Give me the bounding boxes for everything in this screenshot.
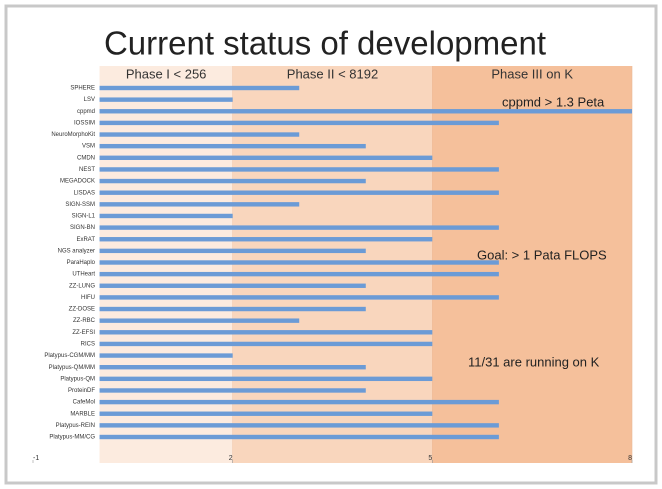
bar — [99, 318, 300, 323]
phase-label: Phase I < 256 — [126, 66, 207, 81]
category-label: MARBLE — [70, 411, 95, 417]
annotation: 11/31 are running on K — [468, 354, 600, 369]
category-label: UTHeart — [72, 272, 95, 278]
slide-title: Current status of development — [104, 25, 546, 62]
category-label: CafeMol — [73, 400, 95, 406]
bar — [99, 388, 366, 393]
category-label: Platypus-REIN — [56, 423, 95, 429]
category-label: ZZ-LUNG — [69, 283, 95, 289]
category-label: SIGN-BN — [70, 225, 95, 231]
category-label: HIFU — [81, 295, 95, 301]
category-label: ZZ-RBC — [73, 318, 96, 324]
category-label: SIGN-L1 — [72, 214, 96, 220]
category-label: CMDN — [77, 155, 95, 161]
bar — [99, 260, 499, 265]
bar — [99, 97, 233, 102]
bar — [99, 283, 366, 288]
category-label: RICS — [81, 342, 95, 348]
category-label: Platypus-MM/CG — [49, 435, 95, 441]
bar — [99, 237, 433, 242]
category-label: LSV — [84, 97, 95, 103]
annotation: Goal: > 1 Pata FLOPS — [477, 247, 607, 262]
bar — [99, 143, 366, 149]
category-label: VSM — [82, 144, 95, 150]
bar — [99, 306, 366, 312]
bar — [99, 155, 433, 160]
bar — [99, 434, 499, 440]
bar — [99, 365, 366, 370]
category-label: ParaHaplo — [67, 260, 96, 266]
category-label: SPHERE — [70, 86, 95, 92]
bar — [99, 341, 433, 347]
phase-label: Phase III on K — [491, 66, 573, 81]
x-tick-label: 2 — [229, 455, 233, 462]
bar — [99, 411, 433, 416]
x-tick-label: -1 — [33, 455, 39, 462]
bar — [99, 109, 633, 114]
bar — [99, 120, 499, 126]
phase-label: Phase II < 8192 — [287, 66, 378, 81]
bar — [99, 202, 300, 207]
category-label: NEST — [79, 167, 95, 173]
bar — [99, 225, 499, 230]
bar — [99, 423, 499, 428]
category-label: Platypus-CGM/MM — [44, 353, 95, 359]
category-label: cppmd — [77, 109, 95, 115]
bar — [99, 330, 433, 335]
bar — [99, 248, 366, 254]
annotation: cppmd > 1.3 Peta — [502, 94, 605, 109]
category-label: NeuroMorphoKit — [51, 132, 95, 138]
category-label: MEGADOCK — [60, 179, 95, 185]
bar — [99, 271, 499, 277]
bar — [99, 85, 300, 91]
bar — [99, 295, 499, 300]
category-label: ZZ-DOSE — [69, 307, 95, 313]
category-label: Platypus-QM/MM — [49, 365, 95, 371]
bar — [99, 213, 233, 219]
bar — [99, 190, 499, 195]
x-tick-label: 8 — [628, 455, 632, 462]
category-label: LISDAS — [74, 190, 95, 196]
category-label: Platypus-QM — [60, 376, 95, 382]
category-label: ExRAT — [76, 237, 95, 243]
bar — [99, 178, 366, 184]
category-label: SIGN-SSM — [65, 202, 95, 208]
x-tick-label: 5 — [428, 455, 432, 462]
category-label: ZZ-EFSI — [72, 330, 95, 336]
bar — [99, 399, 499, 405]
bar — [99, 376, 433, 382]
category-label: IOSSIM — [74, 120, 95, 126]
category-label: NGS analyzer — [58, 248, 95, 254]
bar — [99, 132, 300, 137]
bar — [99, 353, 233, 358]
bar — [99, 167, 499, 172]
category-label: ProteinDF — [68, 388, 95, 394]
